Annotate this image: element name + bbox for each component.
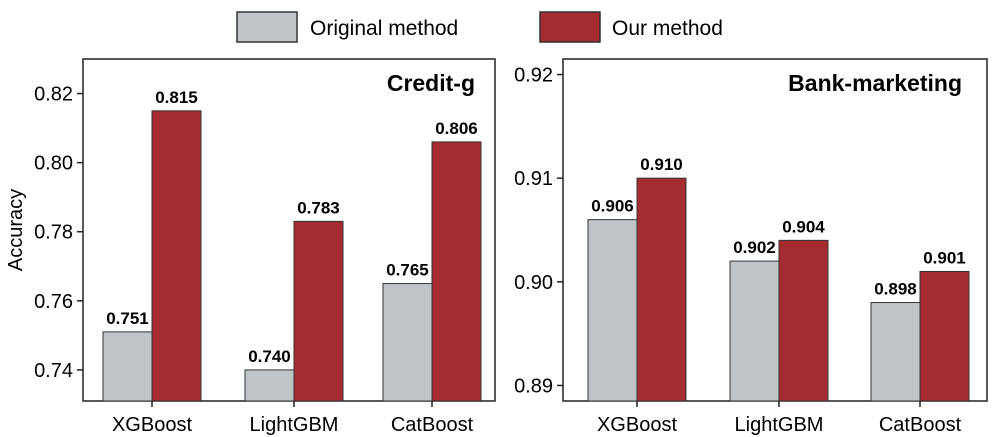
- y-tick-label: 0.91: [514, 168, 553, 190]
- bar-value-labels: 0.906 0.910 0.902 0.904 0.898 0.901: [591, 155, 966, 298]
- legend-swatch-original: [236, 11, 298, 43]
- legend-label-original: Original method: [310, 17, 458, 40]
- y-tick-label: 0.80: [34, 153, 73, 175]
- bars: [587, 177, 970, 402]
- bar-original-lightgbm: [244, 369, 295, 402]
- bar-original-catboost: [382, 283, 433, 402]
- y-tick-label: 0.78: [34, 222, 73, 244]
- x-tick-label: CatBoost: [879, 414, 962, 436]
- bar-value-label: 0.806: [435, 119, 478, 138]
- x-tick-label: LightGBM: [250, 414, 339, 436]
- x-tick-label: CatBoost: [391, 414, 474, 436]
- chart-panel-bank-marketing: Bank-marketing 0.890.900.910.92 0.9060.9…: [514, 58, 988, 436]
- bar-ours-catboost: [919, 270, 970, 402]
- bar-ours-xgboost: [636, 177, 687, 402]
- bar-value-label: 0.740: [248, 347, 291, 366]
- bar-original-lightgbm: [729, 260, 780, 402]
- bar-original-xgboost: [102, 331, 153, 402]
- legend-label-ours: Our method: [612, 17, 723, 40]
- y-tick-label: 0.82: [34, 84, 73, 106]
- bar-value-label: 0.910: [640, 155, 683, 174]
- y-tick-label: 0.76: [34, 291, 73, 313]
- y-axis-label: Accuracy: [5, 189, 27, 271]
- bar-ours-lightgbm: [293, 220, 344, 402]
- bar-original-catboost: [870, 302, 921, 402]
- bar-value-label: 0.898: [874, 280, 917, 299]
- bar-original-xgboost: [587, 219, 638, 402]
- bar-value-labels: 0.751 0.815 0.740 0.783 0.765 0.806: [106, 88, 478, 366]
- bar-value-label: 0.783: [297, 198, 340, 217]
- y-tick-label: 0.89: [514, 375, 553, 397]
- x-tick-label: XGBoost: [597, 414, 677, 436]
- bar-value-label: 0.904: [782, 217, 825, 236]
- x-axis-ticks: XGBoost LightGBM CatBoost: [112, 401, 474, 436]
- bar-value-label: 0.901: [923, 248, 966, 267]
- bar-ours-xgboost: [151, 110, 202, 402]
- bar-value-label: 0.902: [733, 238, 776, 257]
- panel-title: Bank-marketing: [788, 70, 962, 96]
- panel-title: Credit-g: [387, 70, 475, 96]
- bar-ours-catboost: [431, 141, 482, 402]
- legend: Original method Our method: [236, 11, 723, 43]
- x-tick-label: XGBoost: [112, 414, 192, 436]
- y-tick-label: 0.92: [514, 65, 553, 87]
- x-tick-label: LightGBM: [735, 414, 824, 436]
- legend-swatch-ours: [539, 11, 601, 43]
- bar-value-label: 0.765: [386, 261, 429, 280]
- chart-panel-credit-g: Credit-g Accuracy 0.74 0.76 0.78 0.80 0.82 0…: [5, 58, 496, 436]
- bar-value-label: 0.906: [591, 197, 634, 216]
- y-axis-ticks: 0.74 0.76 0.78 0.80 0.82: [34, 84, 83, 382]
- bars: [102, 110, 482, 402]
- bar-ours-lightgbm: [778, 239, 829, 402]
- y-tick-label: 0.74: [34, 360, 73, 382]
- y-axis-ticks: 0.89 0.90 0.91 0.92: [514, 65, 563, 397]
- bar-value-label: 0.815: [155, 88, 198, 107]
- bar-value-label: 0.751: [106, 309, 149, 328]
- y-tick-label: 0.90: [514, 272, 553, 294]
- x-axis-ticks: XGBoost LightGBM CatBoost: [597, 401, 962, 436]
